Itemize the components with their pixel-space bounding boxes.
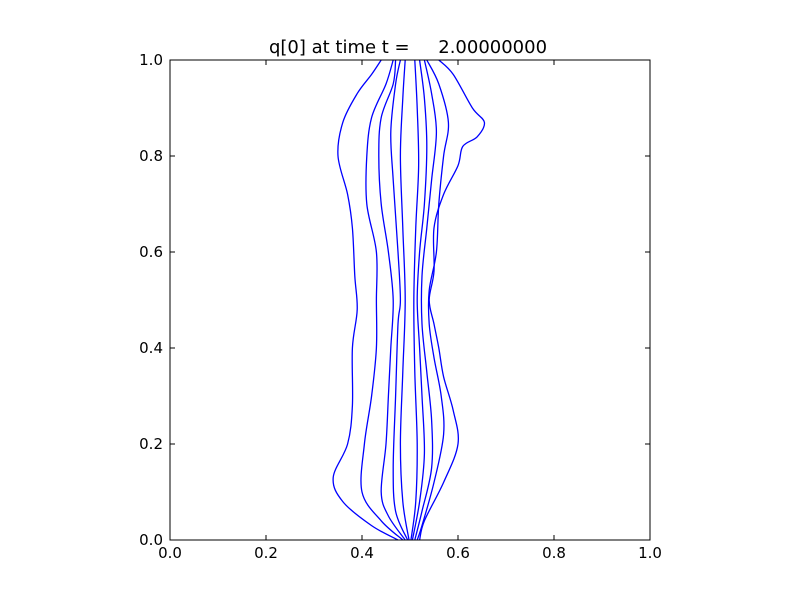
- contour-line-10: [410, 59, 420, 541]
- contour-line-5: [378, 59, 406, 541]
- y-tick-label: 0.2: [139, 435, 163, 453]
- contour-line-1: [332, 59, 399, 541]
- x-tick-label: 0.0: [158, 544, 182, 562]
- x-tick-label: 1.0: [638, 544, 662, 562]
- y-tick-label: 0.0: [139, 531, 163, 549]
- x-axis: 0.0 0.2 0.4 0.6 0.8 1.0: [158, 60, 662, 562]
- contour-line-2: [418, 59, 486, 541]
- contour-line-6: [414, 59, 438, 541]
- plot-frame: [169, 59, 651, 541]
- y-tick-label: 0.8: [139, 147, 163, 165]
- contour-line-4: [416, 59, 450, 541]
- contour-line-3: [360, 59, 404, 541]
- x-tick-label: 0.6: [446, 544, 470, 562]
- y-tick-label: 0.6: [139, 243, 163, 261]
- x-tick-label: 0.4: [350, 544, 374, 562]
- contour-line-8: [411, 59, 428, 541]
- x-tick-label: 0.2: [254, 544, 278, 562]
- contour-line-9: [399, 59, 410, 541]
- x-tick-label: 0.8: [542, 544, 566, 562]
- y-tick-label: 1.0: [139, 51, 163, 69]
- y-tick-label: 0.4: [139, 339, 163, 357]
- contour-line-7: [390, 59, 409, 541]
- contour-lines: [332, 59, 486, 541]
- y-axis: 0.0 0.2 0.4 0.6 0.8 1.0: [139, 51, 650, 549]
- chart-title: q[0] at time t = 2.00000000: [269, 37, 547, 58]
